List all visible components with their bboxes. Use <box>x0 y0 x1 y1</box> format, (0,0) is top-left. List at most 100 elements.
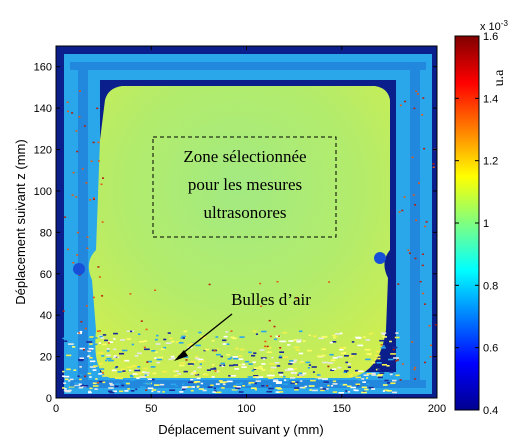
bubble-pixel <box>79 357 84 360</box>
bubble-pixel <box>144 371 150 374</box>
bubble-pixel <box>175 370 179 373</box>
edge-speck <box>78 332 81 334</box>
bubble-pixel <box>160 348 165 350</box>
bubble-pixel <box>102 343 107 346</box>
zone-line-1: Zone sélectionnée <box>183 147 306 166</box>
bubble-pixel <box>102 381 106 384</box>
bubble-pixel <box>294 383 298 385</box>
y-tick-label: 20 <box>40 352 52 364</box>
bubble-pixel <box>365 339 371 341</box>
bubble-pixel <box>238 391 244 393</box>
bubble-pixel <box>281 340 287 343</box>
bubble-pixel <box>332 357 338 359</box>
bubble-pixel <box>182 388 186 391</box>
edge-speck <box>424 361 426 364</box>
bubble-pixel <box>144 348 150 351</box>
bubble-pixel <box>184 356 189 358</box>
bubble-pixel <box>261 385 265 387</box>
edge-speck <box>266 385 269 387</box>
bubble-pixel <box>322 378 328 380</box>
bubble-pixel <box>279 351 284 353</box>
bubble-pixel <box>231 388 238 391</box>
edge-speck <box>86 236 89 238</box>
bubble-pixel <box>175 385 178 387</box>
bubble-pixel <box>92 343 98 346</box>
bubble-pixel <box>170 357 176 360</box>
bubble-pixel <box>357 370 364 373</box>
zone-line-3: ultrasonores <box>203 203 286 222</box>
bubble-pixel <box>196 385 200 388</box>
edge-speck <box>146 361 149 363</box>
bubble-pixel <box>261 330 267 333</box>
edge-speck <box>266 345 269 348</box>
bubble-pixel <box>320 386 323 389</box>
bubble-pixel <box>183 330 188 333</box>
edge-speck <box>78 90 81 92</box>
edge-speck <box>97 160 100 162</box>
bubble-pixel <box>390 353 396 355</box>
bubble-pixel <box>113 348 117 351</box>
bubble-pixel <box>339 332 343 335</box>
edge-speck <box>75 196 78 198</box>
bubble-pixel <box>99 368 105 370</box>
edge-speck <box>97 266 100 268</box>
bubble-pixel <box>248 381 255 384</box>
bubble-pixel <box>293 359 297 361</box>
bubble-pixel <box>195 355 198 358</box>
bubble-pixel <box>99 363 103 365</box>
bubble-pixel <box>295 349 301 351</box>
bubble-pixel <box>317 377 322 380</box>
bubble-pixel <box>315 391 318 393</box>
bubble-pixel <box>156 361 161 364</box>
edge-speck <box>99 330 101 332</box>
bubble-pixel <box>113 390 117 393</box>
bubble-pixel <box>121 384 125 387</box>
bubble-pixel <box>261 363 266 365</box>
bubble-pixel <box>266 351 272 353</box>
bubble-pixel <box>363 336 366 338</box>
bubble-pixel <box>380 332 387 334</box>
bubble-pixel <box>347 391 351 393</box>
bubble-pixel <box>351 353 357 355</box>
bubble-pixel <box>135 388 138 391</box>
bubble-pixel <box>63 382 67 384</box>
bubble-pixel <box>122 370 126 372</box>
bubble-pixel <box>130 390 135 392</box>
bubble-pixel <box>200 382 204 385</box>
bubble-pixel <box>198 331 202 334</box>
bubble-pixel <box>73 382 80 384</box>
bubble-pixel <box>77 375 80 377</box>
bubble-pixel <box>115 383 120 385</box>
edge-speck <box>414 257 417 260</box>
edge-speck <box>417 93 419 95</box>
edge-speck <box>428 325 431 327</box>
edge-speck <box>96 382 99 384</box>
bubble-pixel <box>66 354 72 357</box>
bubble-pixel <box>113 355 117 357</box>
bubble-pixel <box>162 391 165 393</box>
edge-speck <box>97 330 99 332</box>
bubble-pixel <box>65 390 71 393</box>
bubble-pixel <box>376 362 382 364</box>
bubble-pixel <box>78 386 84 389</box>
bubble-pixel <box>113 338 116 340</box>
bubble-pixel <box>232 337 237 340</box>
edge-speck <box>421 253 424 255</box>
bubble-pixel <box>298 372 303 375</box>
bubble-pixel <box>339 348 344 351</box>
bubble-pixel <box>299 361 304 364</box>
bubble-pixel <box>237 355 243 357</box>
edge-speck <box>415 219 418 222</box>
bubble-pixel <box>375 354 381 357</box>
bubble-pixel <box>357 379 362 382</box>
bubble-pixel <box>275 391 281 393</box>
bubble-pixel <box>293 339 298 341</box>
bubble-pixel <box>93 365 98 367</box>
bubble-pixel <box>62 337 65 340</box>
edge-speck <box>100 183 103 185</box>
colorbar-tick-label: 1.6 <box>483 31 498 43</box>
bubble-pixel <box>136 372 143 374</box>
bubble-pixel <box>62 370 65 373</box>
bubble-pixel <box>202 389 207 392</box>
